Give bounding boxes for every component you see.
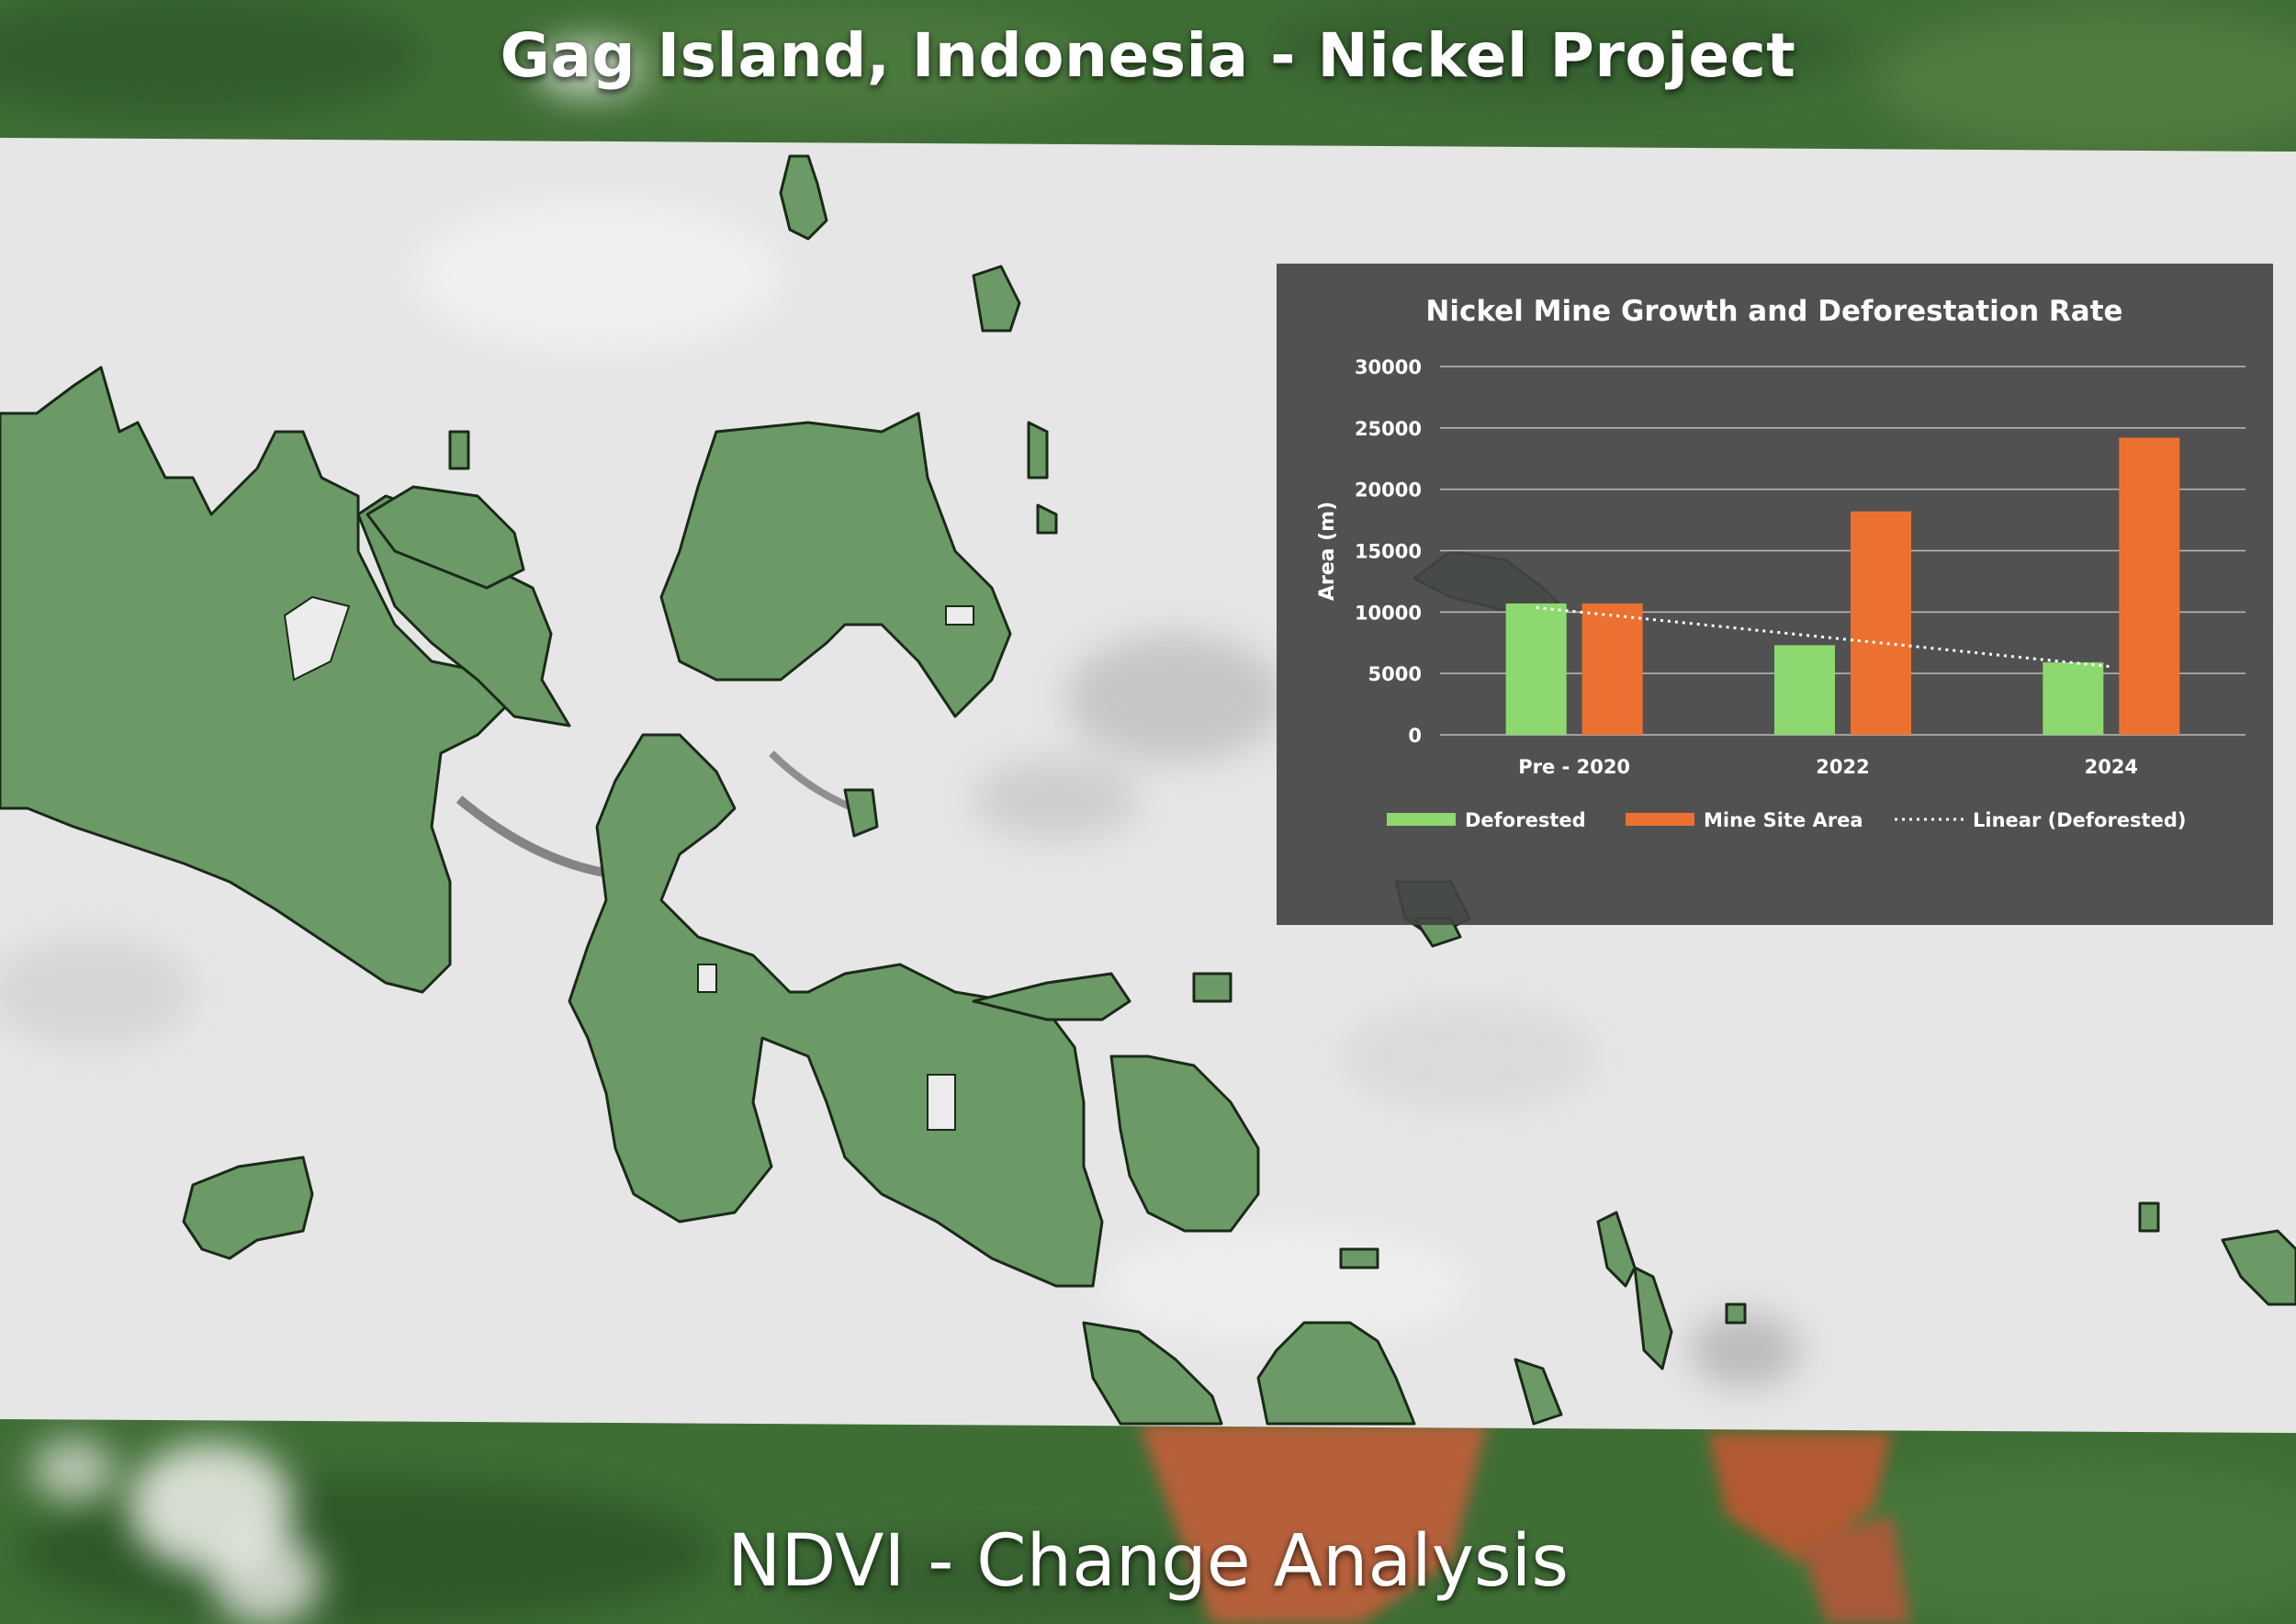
y-tick-label: 10000 bbox=[1355, 602, 1422, 624]
ndvi-hole bbox=[927, 1074, 956, 1131]
vegetation-loss-patch bbox=[779, 154, 828, 241]
vegetation-loss-patch bbox=[843, 788, 879, 838]
x-tick-label: Pre - 2020 bbox=[1518, 756, 1630, 778]
vegetation-loss-patch bbox=[448, 430, 470, 470]
bar-deforested bbox=[2043, 662, 2104, 735]
trendline-deforested bbox=[1536, 605, 2110, 669]
chart-bars bbox=[1505, 437, 2180, 735]
legend-label: Deforested bbox=[1465, 809, 1586, 831]
bar-mine-site-area bbox=[1581, 603, 1643, 735]
vegetation-loss-patch bbox=[972, 265, 1021, 333]
y-tick-label: 20000 bbox=[1355, 479, 1422, 502]
legend-swatch bbox=[1387, 813, 1456, 826]
legend-label: Linear (Deforested) bbox=[1973, 809, 2186, 831]
y-tick-label: 15000 bbox=[1355, 541, 1422, 563]
x-tick-labels: Pre - 2020 2022 2024 bbox=[1518, 756, 2138, 778]
vegetation-loss-patch bbox=[1596, 1211, 1637, 1288]
vegetation-loss-patch bbox=[1082, 1321, 1223, 1426]
ndvi-hole bbox=[697, 964, 717, 993]
vegetation-loss-patch bbox=[366, 485, 525, 590]
vegetation-loss-patch bbox=[2221, 1229, 2296, 1306]
mine-soil bbox=[1139, 1424, 1910, 1624]
chart-panel: Nickel Mine Growth and Deforestation Rat… bbox=[1277, 264, 2273, 925]
bar-deforested bbox=[1505, 603, 1567, 735]
vegetation-loss-patch bbox=[1633, 1266, 1673, 1370]
y-tick-label: 25000 bbox=[1355, 418, 1422, 440]
ndvi-hole bbox=[945, 605, 974, 626]
page-subtitle: NDVI - Change Analysis bbox=[727, 1520, 1569, 1603]
legend-label: Mine Site Area bbox=[1704, 809, 1863, 831]
drainage-line bbox=[769, 750, 856, 812]
vegetation-loss-patch bbox=[1036, 503, 1058, 535]
vegetation-loss-patch bbox=[1192, 972, 1232, 1003]
ndvi-hole bbox=[283, 595, 351, 682]
chart-gridlines bbox=[1440, 366, 2245, 736]
vegetation-loss-patch bbox=[182, 1156, 314, 1260]
chart-title: Nickel Mine Growth and Deforestation Rat… bbox=[1425, 295, 2122, 328]
vegetation-loss-patch bbox=[1109, 1054, 1260, 1233]
vegetation-loss-patch bbox=[1027, 421, 1049, 479]
y-tick-labels: 0 5000 10000 15000 20000 25000 30000 bbox=[1355, 356, 1422, 747]
vegetation-loss-patch bbox=[1256, 1321, 1416, 1426]
cloud-icon bbox=[32, 41, 643, 1624]
vegetation-loss-patch bbox=[1339, 1247, 1379, 1269]
legend-swatch bbox=[1626, 813, 1694, 826]
bar-mine-site-area bbox=[1851, 511, 1911, 735]
vegetation-loss-patch bbox=[972, 972, 1131, 1021]
vegetation-loss-patch bbox=[568, 733, 1104, 1288]
bar-deforested bbox=[1774, 645, 1835, 735]
y-tick-label: 0 bbox=[1408, 725, 1422, 747]
vegetation-loss-patch bbox=[659, 412, 1012, 718]
bar-mine-site-area bbox=[2119, 437, 2180, 735]
y-tick-label: 30000 bbox=[1355, 356, 1422, 378]
page-title: Gag Island, Indonesia - Nickel Project bbox=[500, 20, 1796, 91]
chart-legend: Deforested Mine Site Area Linear (Deforest… bbox=[1387, 809, 2186, 831]
x-tick-label: 2024 bbox=[2085, 756, 2138, 778]
x-tick-label: 2022 bbox=[1816, 756, 1869, 778]
y-tick-label: 5000 bbox=[1368, 663, 1422, 685]
trendline-layer bbox=[1536, 605, 2110, 669]
vegetation-loss-patch bbox=[1725, 1303, 1747, 1325]
y-axis-label: Area (m) bbox=[1316, 502, 1339, 601]
vegetation-loss-patch bbox=[1514, 1358, 1563, 1426]
vegetation-loss-patch bbox=[2138, 1201, 2160, 1233]
vegetation-loss-patch bbox=[0, 366, 516, 994]
